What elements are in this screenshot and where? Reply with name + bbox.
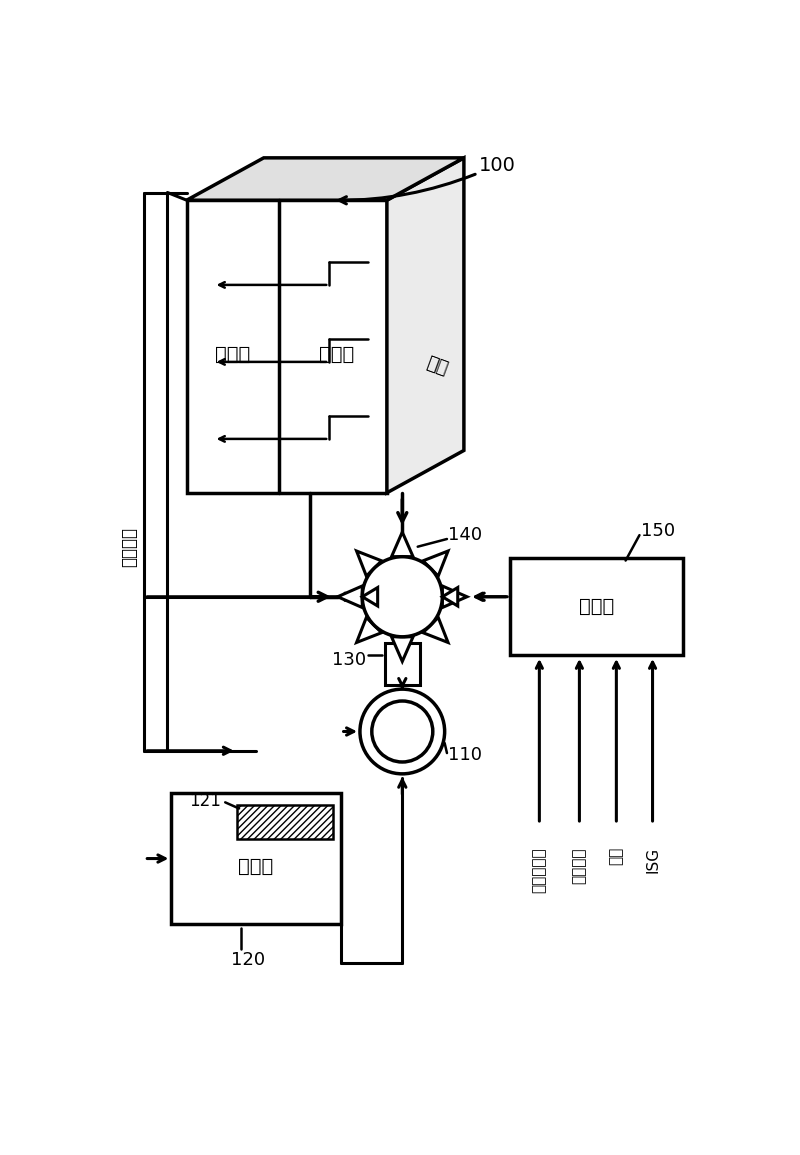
Polygon shape [442,588,458,606]
Text: 加热器开关: 加热器开关 [532,847,547,893]
Text: ISG: ISG [645,847,660,873]
Text: 120: 120 [231,951,266,969]
Polygon shape [186,200,387,493]
Text: 控制部: 控制部 [579,597,614,616]
Text: 130: 130 [332,650,366,669]
Bar [510,558,683,655]
Polygon shape [186,158,464,200]
Text: 汽缸体: 汽缸体 [319,344,354,364]
Bar [237,805,333,840]
Polygon shape [391,532,413,557]
Text: 140: 140 [449,527,482,544]
Text: 110: 110 [449,746,482,763]
Text: 100: 100 [479,156,516,176]
Bar [386,643,420,685]
Polygon shape [423,551,448,576]
Polygon shape [442,586,467,608]
Polygon shape [357,618,382,642]
Polygon shape [171,793,341,924]
Polygon shape [391,636,413,662]
Circle shape [360,690,445,774]
Text: 汽缸盖: 汽缸盖 [215,344,250,364]
Text: 散热器: 散热器 [238,857,274,875]
Text: 121: 121 [190,792,222,810]
Text: 150: 150 [641,522,675,541]
Circle shape [362,557,442,636]
Text: 油盘: 油盘 [424,353,450,378]
Polygon shape [357,551,382,576]
Polygon shape [423,618,448,642]
Polygon shape [387,158,464,493]
Text: 驱动模式: 驱动模式 [572,847,587,884]
Polygon shape [338,586,362,608]
Polygon shape [362,588,378,606]
Text: 车速: 车速 [609,847,624,865]
Text: 冷却剂流: 冷却剂流 [120,527,138,567]
